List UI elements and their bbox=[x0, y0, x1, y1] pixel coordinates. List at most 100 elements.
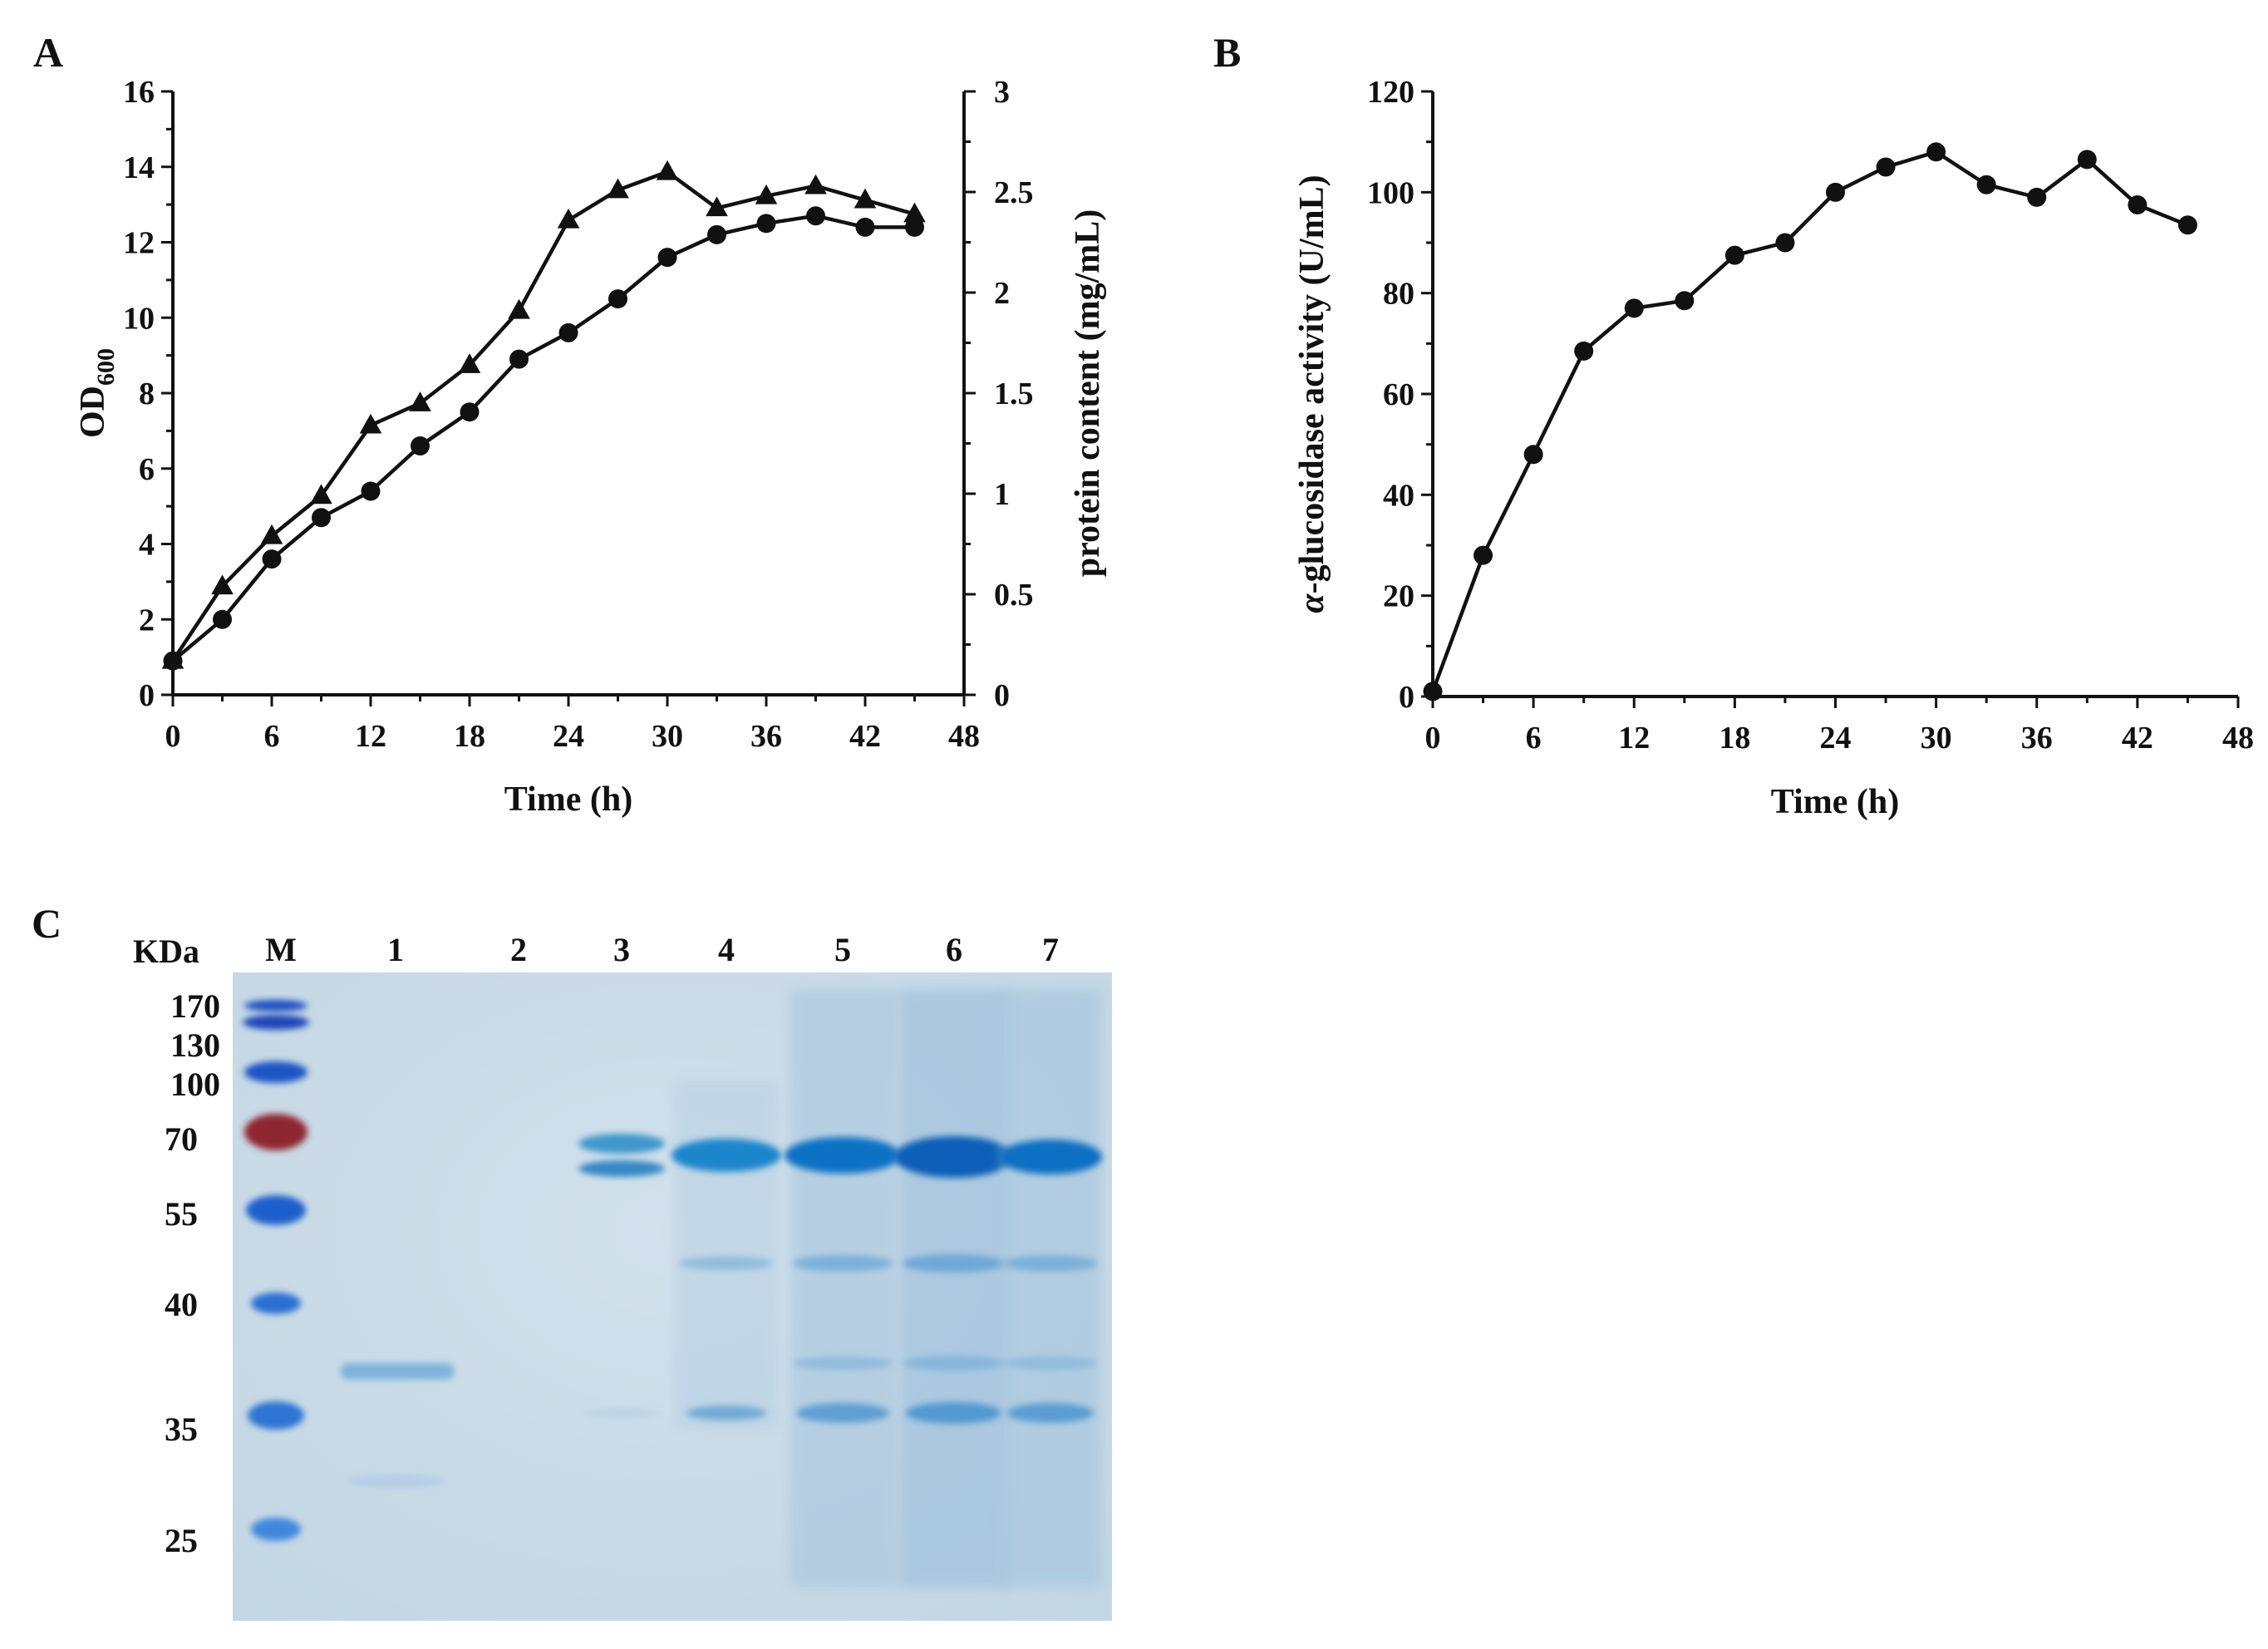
gel-band bbox=[903, 1356, 1006, 1371]
data-point-circle bbox=[1423, 682, 1443, 701]
gel-lane-7 bbox=[999, 989, 1102, 1587]
gel-band bbox=[341, 1363, 454, 1380]
gel-band bbox=[346, 1474, 445, 1489]
data-point-triangle bbox=[359, 413, 382, 434]
panel-c-label: C bbox=[32, 900, 61, 947]
gel-size-label: 55 bbox=[165, 1195, 198, 1233]
data-point-circle bbox=[1724, 245, 1744, 265]
data-point-triangle bbox=[607, 178, 629, 199]
gel-band bbox=[1007, 1403, 1094, 1423]
gel-lane-labels: M 1 2 3 4 5 6 7 bbox=[265, 931, 1059, 968]
data-point-triangle bbox=[854, 188, 877, 209]
y-tick-label: 12 bbox=[123, 226, 155, 261]
gel-size-label: 170 bbox=[170, 987, 220, 1025]
y-tick-label: 120 bbox=[1367, 75, 1414, 110]
chart-b-x-label: Time (h) bbox=[1771, 783, 1899, 821]
data-point-triangle bbox=[557, 208, 580, 229]
gel-band bbox=[680, 1257, 773, 1270]
gel-band bbox=[796, 1403, 889, 1423]
data-point-circle bbox=[1473, 545, 1493, 565]
x-tick-label: 30 bbox=[1921, 721, 1952, 756]
chart-a-x-ticks: 0 6 12 18 24 30 36 42 48 bbox=[165, 695, 980, 754]
chart-a-y-label-sub: 600 bbox=[92, 348, 120, 386]
gel-band bbox=[1004, 1356, 1097, 1370]
data-point-circle bbox=[1775, 233, 1795, 253]
chart-b-x-ticks: 0 6 12 18 24 30 36 42 48 bbox=[1425, 697, 2254, 756]
data-point-circle bbox=[460, 402, 480, 422]
chart-a-y2-label: protein content (mg/mL) bbox=[1069, 209, 1107, 578]
data-point-triangle bbox=[161, 648, 184, 669]
data-point-triangle bbox=[755, 184, 778, 204]
gel-size-label: 100 bbox=[170, 1066, 220, 1103]
data-point-triangle bbox=[458, 353, 481, 373]
data-point-circle bbox=[657, 248, 677, 268]
gel-band bbox=[251, 1518, 301, 1541]
y-tick-label: 8 bbox=[139, 377, 155, 411]
y-tick-label: 40 bbox=[1383, 478, 1414, 513]
data-point-triangle bbox=[706, 196, 728, 217]
gel-lane-4 bbox=[672, 1080, 781, 1430]
data-point-triangle bbox=[903, 202, 926, 223]
x-tick-label: 0 bbox=[165, 719, 181, 754]
y2-tick-label: 2 bbox=[994, 276, 1010, 311]
gel-band bbox=[248, 1401, 304, 1430]
x-tick-label: 36 bbox=[2021, 721, 2053, 756]
data-point-circle bbox=[312, 508, 331, 528]
y-tick-label: 4 bbox=[139, 528, 155, 563]
data-point-circle bbox=[756, 214, 776, 234]
panel-b-label: B bbox=[1213, 29, 1241, 76]
data-point-circle bbox=[361, 481, 381, 501]
x-tick-label: 36 bbox=[750, 719, 782, 754]
y2-tick-label: 3 bbox=[994, 75, 1010, 110]
x-tick-label: 30 bbox=[652, 719, 683, 754]
gel-band bbox=[243, 1015, 309, 1030]
x-tick-label: 0 bbox=[1425, 721, 1441, 756]
gel-lane-label: 3 bbox=[613, 931, 630, 968]
gel-lane-label: 2 bbox=[510, 931, 527, 968]
data-point-circle bbox=[213, 609, 232, 629]
gel-smear bbox=[1002, 989, 1102, 1587]
data-point-circle bbox=[1523, 445, 1543, 465]
gel-lane-label: 4 bbox=[718, 931, 735, 968]
data-point-circle bbox=[411, 436, 430, 456]
data-point-circle bbox=[2177, 215, 2197, 235]
data-point-triangle bbox=[260, 524, 283, 544]
y2-tick-label: 0.5 bbox=[994, 578, 1034, 613]
chart-a-y-label: OD600 bbox=[74, 348, 120, 438]
data-point-circle bbox=[855, 217, 875, 237]
gel-band bbox=[894, 1136, 1014, 1178]
data-point-circle bbox=[509, 349, 529, 369]
data-point-circle bbox=[1574, 341, 1594, 361]
gel-band bbox=[672, 1139, 781, 1172]
data-point-circle bbox=[1675, 291, 1695, 311]
data-point-circle bbox=[1624, 298, 1644, 318]
gel-band bbox=[246, 1195, 306, 1225]
y-tick-label: 6 bbox=[139, 452, 155, 487]
data-point-circle bbox=[707, 224, 726, 244]
x-tick-label: 18 bbox=[1719, 721, 1750, 756]
x-tick-label: 18 bbox=[454, 719, 485, 754]
y2-tick-label: 0 bbox=[994, 678, 1010, 713]
chart-b-y-label-rest: -glucosidase activity (U/mL) bbox=[1293, 175, 1331, 593]
gel-band bbox=[906, 1402, 1002, 1424]
gel-panel: C KDa M 1 2 3 4 5 6 7 170 130 100 70 55 … bbox=[32, 900, 1112, 1621]
gel-band bbox=[793, 1356, 893, 1370]
data-point-triangle bbox=[656, 160, 679, 180]
gel-lane-label: 1 bbox=[387, 931, 404, 968]
gel-lane-m bbox=[243, 1000, 309, 1541]
gel-band bbox=[1004, 1255, 1097, 1272]
gel-smear bbox=[790, 989, 898, 1587]
data-point-triangle bbox=[409, 391, 431, 411]
data-point-triangle bbox=[804, 174, 827, 194]
data-point-circle bbox=[1926, 142, 1946, 162]
chart-a-y-label-main: OD bbox=[74, 386, 112, 438]
gel-size-label: 130 bbox=[170, 1026, 220, 1064]
gel-band bbox=[244, 1061, 307, 1083]
chart-a-x-label: Time (h) bbox=[504, 780, 632, 819]
y-tick-label: 100 bbox=[1367, 175, 1414, 210]
y-tick-label: 60 bbox=[1383, 377, 1414, 412]
data-point-circle bbox=[1826, 182, 1845, 202]
data-point-triangle bbox=[211, 574, 234, 595]
data-point-circle bbox=[262, 549, 282, 569]
y-tick-label: 0 bbox=[1399, 680, 1414, 715]
